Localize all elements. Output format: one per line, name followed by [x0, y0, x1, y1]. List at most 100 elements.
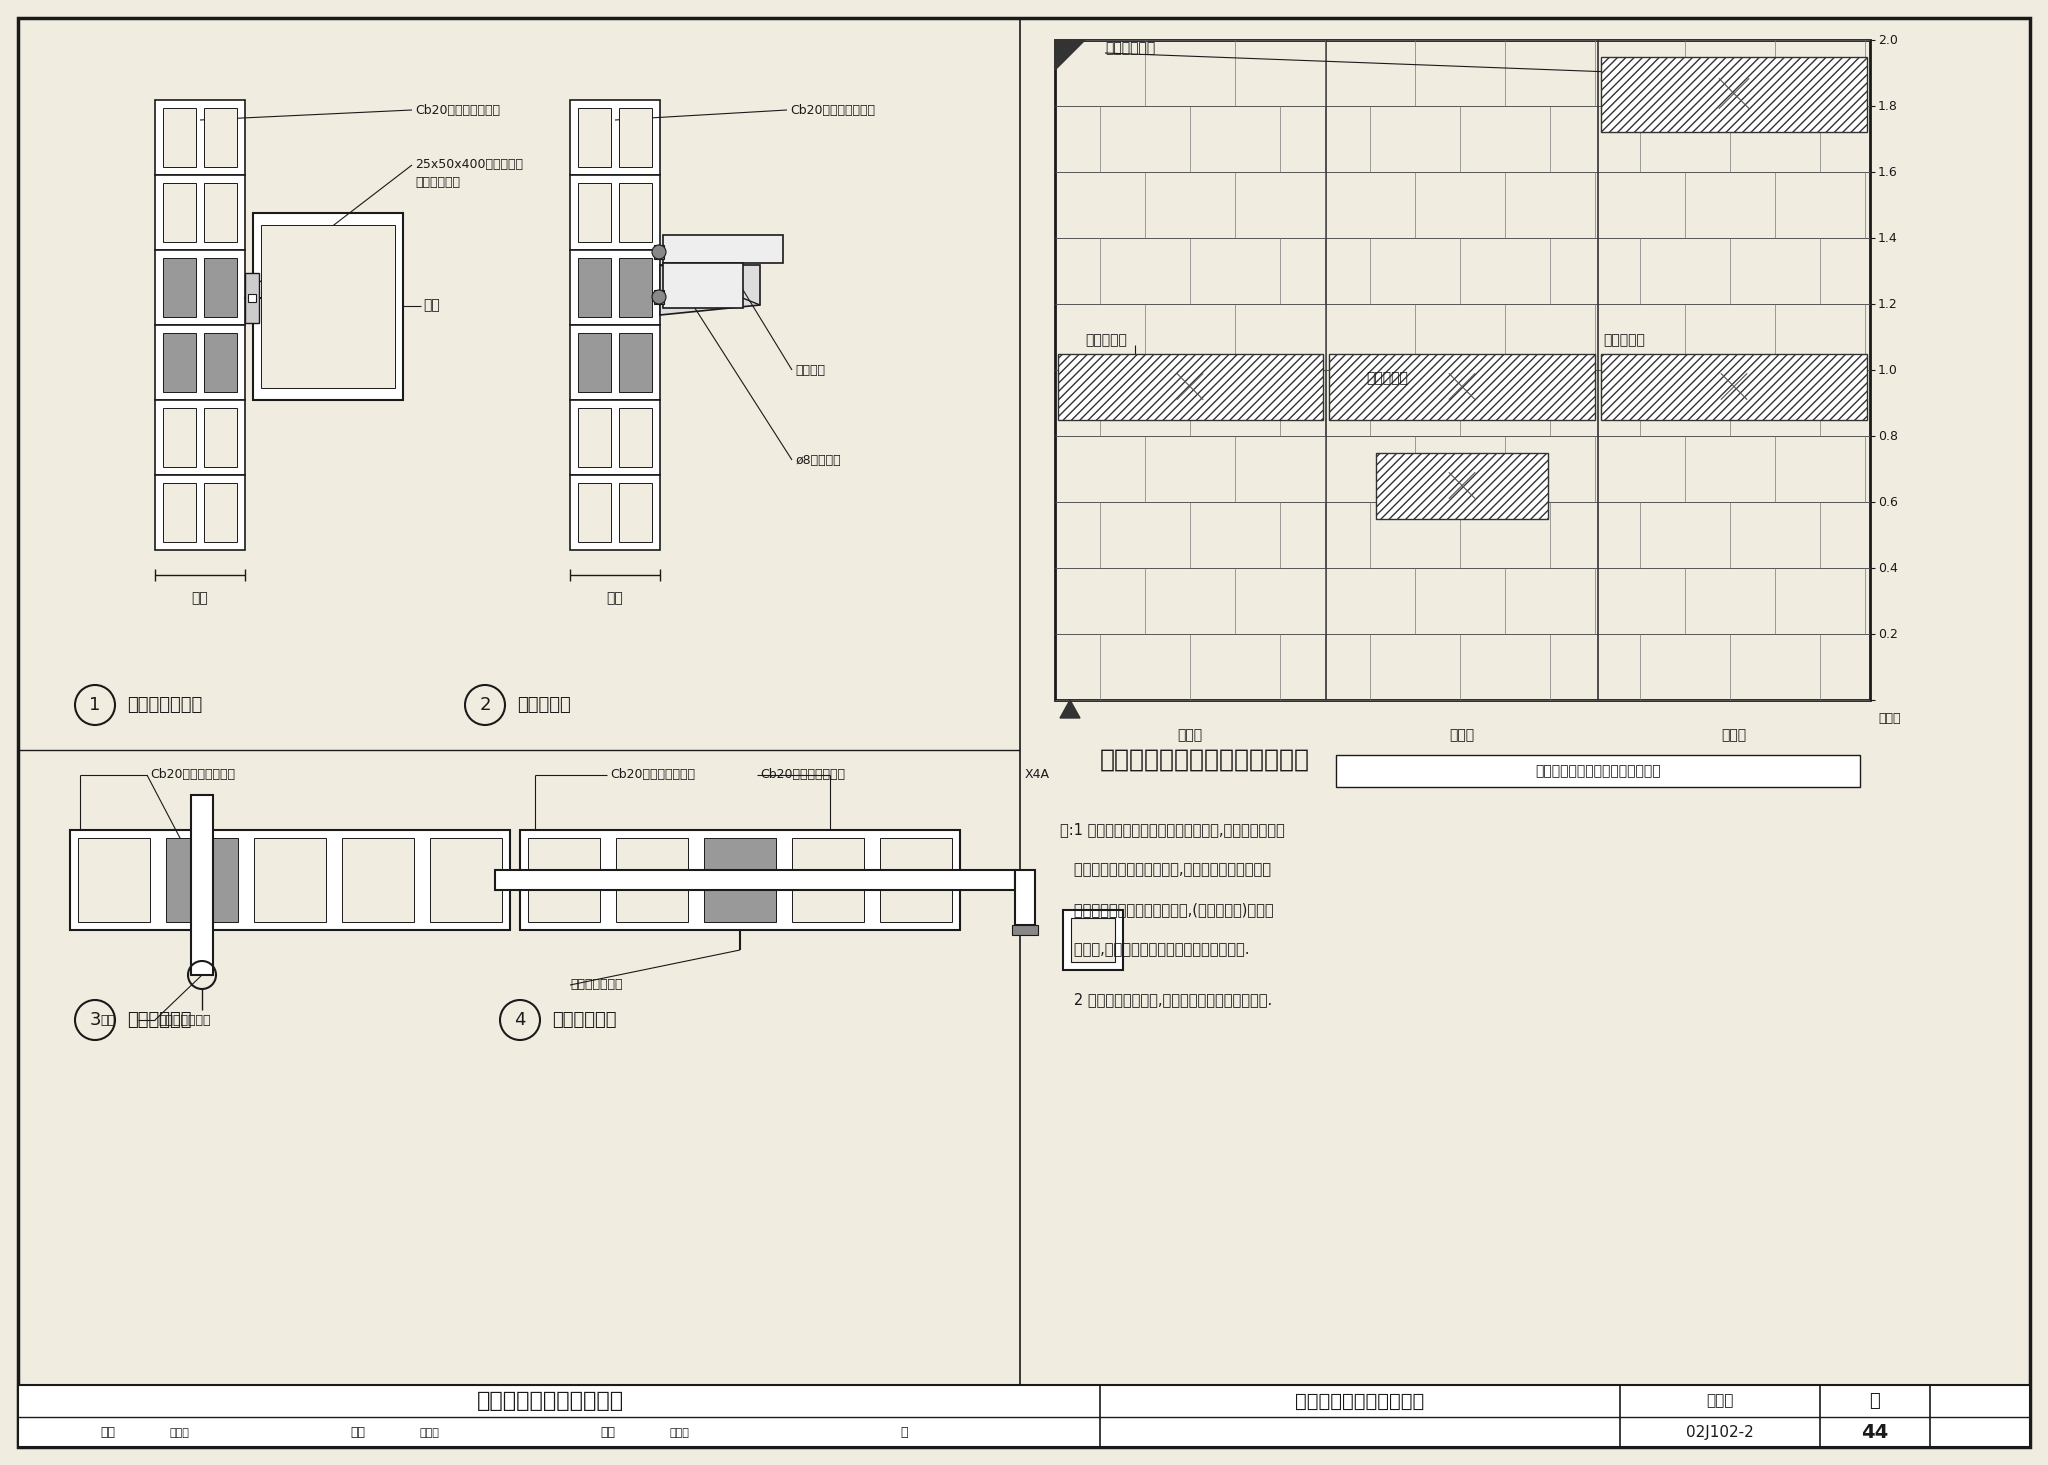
Bar: [1071, 919, 1114, 963]
Text: 页: 页: [899, 1427, 907, 1440]
Bar: [618, 483, 651, 542]
Text: 坐便器水箱固定: 坐便器水箱固定: [127, 696, 203, 713]
Text: 设计: 设计: [600, 1427, 614, 1440]
Bar: [156, 100, 246, 174]
Text: 张楠仙: 张楠仙: [170, 1428, 190, 1439]
Text: 点孔洞范围内填灌灌孔混凝土,(放置预埋件)其余厨: 点孔洞范围内填灌灌孔混凝土,(放置预埋件)其余厨: [1061, 902, 1274, 917]
Bar: [70, 831, 510, 930]
Text: 成品支架: 成品支架: [795, 363, 825, 377]
Text: 1.0: 1.0: [1878, 363, 1898, 377]
Bar: [578, 183, 610, 242]
Bar: [164, 183, 197, 242]
Polygon shape: [1061, 700, 1079, 718]
Bar: [664, 234, 782, 264]
Bar: [578, 258, 610, 316]
Text: 0.8: 0.8: [1878, 429, 1898, 442]
Text: 墙上设备固定与管道敷设: 墙上设备固定与管道敷设: [477, 1390, 623, 1411]
Bar: [618, 108, 651, 167]
Bar: [430, 838, 502, 921]
Bar: [1016, 870, 1034, 924]
Bar: [569, 174, 659, 251]
Text: 墙厚: 墙厚: [193, 590, 209, 605]
Bar: [496, 870, 1016, 891]
Bar: [1055, 40, 1870, 700]
Bar: [246, 272, 258, 322]
Text: 0.2: 0.2: [1878, 627, 1898, 640]
Text: 25x50x400木条用塑料: 25x50x400木条用塑料: [416, 158, 522, 171]
Bar: [205, 483, 238, 542]
Text: 垂直管道固定: 垂直管道固定: [127, 1011, 193, 1028]
Text: 孙名英: 孙名英: [420, 1428, 440, 1439]
Text: 墙上设备固定与管道敷设: 墙上设备固定与管道敷设: [1296, 1392, 1425, 1411]
Text: 坐便器: 坐便器: [1178, 728, 1202, 741]
Text: 洗面器: 洗面器: [1450, 728, 1475, 741]
Bar: [156, 251, 246, 325]
Text: X4A: X4A: [1024, 769, 1051, 781]
Text: 片墙排块图上标志各固定点,按块图随砌筑在各固定: 片墙排块图上标志各固定点,按块图随砌筑在各固定: [1061, 863, 1272, 878]
Text: 设备中心位置及固定点按工程设计: 设备中心位置及固定点按工程设计: [1536, 765, 1661, 778]
Bar: [1063, 910, 1122, 970]
Bar: [618, 407, 651, 467]
Text: 02J102-2: 02J102-2: [1686, 1425, 1753, 1440]
Bar: [166, 838, 238, 921]
Text: Cb20灌孔混凝土灌实: Cb20灌孔混凝土灌实: [610, 769, 694, 781]
Bar: [1602, 353, 1868, 419]
Bar: [254, 838, 326, 921]
Text: 1.6: 1.6: [1878, 166, 1898, 179]
Bar: [260, 224, 395, 388]
Bar: [156, 475, 246, 549]
Text: 管卡按工程设计: 管卡按工程设计: [158, 1014, 211, 1027]
Text: 管卡按工程设计: 管卡按工程设计: [569, 979, 623, 992]
Text: ø8胀锚螺栓: ø8胀锚螺栓: [795, 454, 840, 466]
Text: 2.0: 2.0: [1878, 34, 1898, 47]
Bar: [205, 183, 238, 242]
Circle shape: [651, 245, 666, 259]
Text: Cb20灌孔混凝土灌实: Cb20灌孔混凝土灌实: [760, 769, 846, 781]
Bar: [578, 333, 610, 393]
Bar: [18, 1384, 2030, 1447]
Bar: [1059, 353, 1323, 419]
Bar: [569, 400, 659, 475]
Text: 王本英: 王本英: [670, 1428, 690, 1439]
Bar: [569, 251, 659, 325]
Text: 房设备,及暖气片设备等固定方式均按此处理.: 房设备,及暖气片设备等固定方式均按此处理.: [1061, 942, 1249, 958]
Bar: [156, 400, 246, 475]
Text: 2 工程中螺栓及金属,木固定件应做防锈防腐处理.: 2 工程中螺栓及金属,木固定件应做防锈防腐处理.: [1061, 992, 1272, 1008]
Bar: [205, 258, 238, 316]
Bar: [653, 245, 664, 259]
Bar: [578, 483, 610, 542]
Text: 4: 4: [514, 1011, 526, 1028]
Text: 洗浴器固定: 洗浴器固定: [1604, 333, 1645, 347]
Text: 膨胀螺栓固定: 膨胀螺栓固定: [416, 176, 461, 189]
Bar: [205, 407, 238, 467]
Bar: [1602, 57, 1868, 132]
Bar: [664, 264, 743, 308]
Text: 淋浴喷头固定: 淋浴喷头固定: [1106, 41, 1155, 56]
Bar: [578, 108, 610, 167]
Bar: [705, 838, 776, 921]
Text: 水平管道固定: 水平管道固定: [553, 1011, 616, 1028]
Text: 水箱: 水箱: [424, 299, 440, 312]
Text: 校对: 校对: [350, 1427, 365, 1440]
Bar: [1376, 453, 1548, 519]
Text: 洗面器固定: 洗面器固定: [516, 696, 571, 713]
Bar: [156, 325, 246, 400]
Polygon shape: [1055, 40, 1085, 70]
Text: 2: 2: [479, 696, 492, 713]
Bar: [205, 333, 238, 393]
Text: 44: 44: [1862, 1424, 1888, 1443]
Bar: [569, 475, 659, 549]
Text: 3: 3: [90, 1011, 100, 1028]
Text: Cb20灌孔混凝土灌实: Cb20灌孔混凝土灌实: [791, 104, 874, 117]
Text: 背水箱固定: 背水箱固定: [1085, 333, 1126, 347]
Bar: [578, 407, 610, 467]
Bar: [793, 838, 864, 921]
Text: 审核: 审核: [100, 1427, 115, 1440]
Text: 脸盆架固定: 脸盆架固定: [1366, 371, 1407, 385]
Text: 墙厚: 墙厚: [606, 590, 623, 605]
Bar: [653, 290, 664, 305]
Bar: [1329, 353, 1595, 419]
Bar: [164, 407, 197, 467]
Text: 1: 1: [90, 696, 100, 713]
Bar: [618, 258, 651, 316]
